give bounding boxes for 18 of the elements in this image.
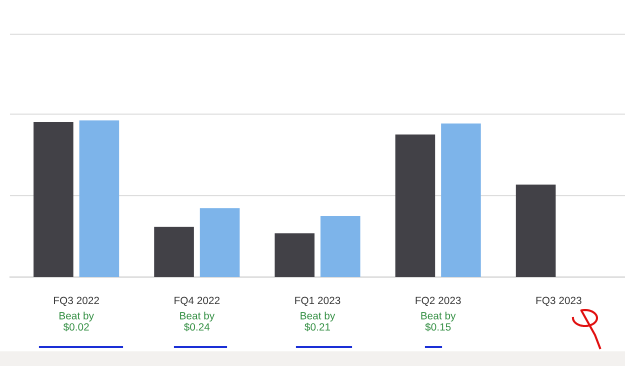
text: Beat by $0.02: [60, 312, 94, 332]
bar: [441, 124, 481, 278]
bar: [200, 208, 240, 278]
x-tick-label: FQ3 2023: [536, 296, 582, 306]
text: Beat by $0.15: [421, 312, 456, 332]
bar: [154, 226, 194, 278]
bar: [516, 184, 556, 278]
bar: [320, 216, 360, 278]
bar: [274, 233, 315, 278]
x-tick-label: FQ3 2022: [54, 296, 99, 306]
x-tick-label: FQ2 2023: [416, 296, 461, 306]
text: Beat by $0.21: [300, 312, 336, 332]
bar: [395, 134, 436, 278]
text: Beat by $0.24: [180, 312, 215, 332]
x-tick-label: FQ4 2022: [174, 296, 220, 306]
bar: [34, 122, 74, 278]
x-tick-label: FQ1 2023: [295, 296, 340, 306]
bar: [79, 120, 120, 278]
